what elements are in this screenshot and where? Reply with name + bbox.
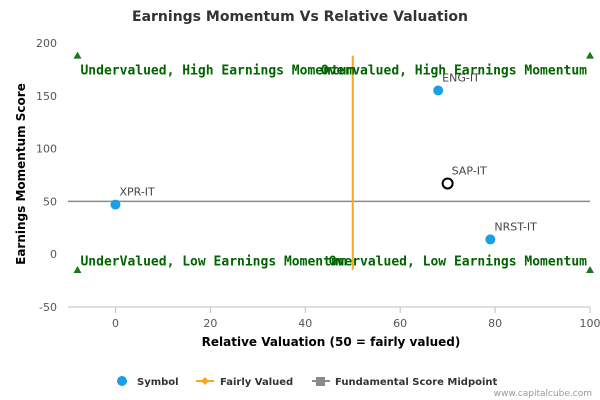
quadrant-labels: Undervalued, High Earnings MomentumOverv… [80,63,587,269]
corner-marker-triangle [73,266,82,274]
x-tick-label: 20 [203,317,217,330]
chart-title: Earnings Momentum Vs Relative Valuation [132,9,468,25]
x-tick-label: 100 [580,317,600,330]
corner-marker-triangle [586,51,594,59]
legend-item-midpoint[interactable]: Fundamental Score Midpoint [312,377,498,388]
y-tick-label: 50 [43,195,57,208]
corner-marker-triangle [586,266,594,274]
data-point[interactable] [441,177,454,190]
corner-markers [73,51,594,274]
reference-lines [68,55,590,271]
x-tick-label: 0 [112,317,119,330]
quadrant-label: UnderValued, Low Earnings Momentum [80,255,346,270]
quadrant-label: Overvalued, Low Earnings Momentum [329,255,587,270]
quadrant-label: Overvalued, High Earnings Momentum [321,63,587,78]
legend-item-symbol[interactable]: Symbol [117,376,179,388]
x-tick-label: 80 [488,317,502,330]
credit-text: www.capitalcube.com [494,389,592,399]
data-point[interactable] [433,85,444,96]
legend: Symbol Fairly Valued Fundamental Score M… [117,376,498,388]
quadrant-label: Undervalued, High Earnings Momentum [80,63,354,78]
y-tick-label: -50 [39,301,57,314]
data-point[interactable] [485,234,496,245]
y-tick-label: 0 [50,248,57,261]
x-ticks: 0 20 40 60 80 100 [112,307,600,330]
legend-fairly-valued-label: Fairly Valued [220,377,293,388]
legend-fairly-valued-swatch [201,377,209,385]
y-tick-label: 200 [36,37,57,50]
legend-symbol-swatch [117,376,127,386]
data-point[interactable] [110,199,121,210]
y-ticks: -50 0 50 100 150 200 [36,37,57,314]
data-point-label: XPR-IT [119,186,155,199]
x-tick-label: 60 [393,317,407,330]
y-tick-label: 100 [36,143,57,156]
data-points: ENG-IT SAP-IT XPR-IT NRST-IT [110,72,537,245]
legend-midpoint-swatch [316,377,325,386]
x-axis-label: Relative Valuation (50 = fairly valued) [202,335,461,349]
x-tick-label: 40 [298,317,312,330]
legend-item-fairly-valued[interactable]: Fairly Valued [196,377,293,388]
y-axis-label: Earnings Momentum Score [14,83,28,265]
legend-midpoint-label: Fundamental Score Midpoint [335,377,498,388]
legend-symbol-label: Symbol [137,377,179,388]
data-point-label: SAP-IT [452,164,487,177]
data-point-label: ENG-IT [442,72,480,85]
data-point-label: NRST-IT [494,220,537,233]
y-tick-label: 150 [36,90,57,103]
corner-marker-triangle [73,51,82,59]
